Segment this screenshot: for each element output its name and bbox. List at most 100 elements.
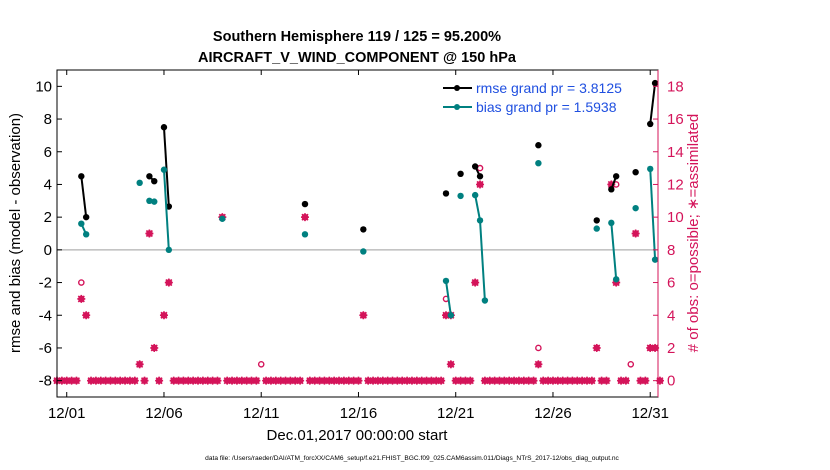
- bias-point: [160, 166, 168, 173]
- bias-point: [301, 231, 309, 238]
- x-tick-label: 12/21: [437, 405, 475, 422]
- rmse-point: [632, 168, 639, 176]
- obs-possible-marker: [627, 360, 635, 368]
- obs-assimilated-stroke: [437, 377, 445, 385]
- obs-assimilated-stroke: [641, 377, 649, 385]
- obs-assimilated-stroke: [354, 377, 363, 385]
- obs-assimilated-marker: [296, 376, 305, 385]
- obs-assimilated-marker: [77, 294, 86, 303]
- x-tick-label: 12/26: [534, 405, 572, 422]
- obs-assimilated-marker: [252, 376, 261, 385]
- y-tick-label-right: 8: [667, 242, 675, 259]
- obs-possible-marker: [78, 279, 85, 286]
- obs-assimilated-stroke: [301, 213, 309, 221]
- rmse-segment: [80, 176, 88, 218]
- obs-assimilated-stroke: [622, 377, 630, 385]
- obs-assimilated-marker: [130, 376, 139, 385]
- y-tick-label-left: -6: [39, 340, 52, 357]
- obs-assimilated-stroke: [447, 360, 455, 368]
- rmse-point: [535, 142, 542, 149]
- footer-datafile: data file: /Users/raeder/DAI/ATM_forcXX/…: [205, 455, 619, 462]
- bias-point: [165, 246, 173, 254]
- obs-assimilated-marker: [529, 376, 538, 385]
- obs-assimilated-stroke: [632, 229, 640, 238]
- obs-assimilated-stroke: [145, 229, 153, 238]
- series-layer: [78, 79, 659, 319]
- obs-assimilated-marker: [471, 278, 480, 287]
- obs-assimilated-stroke: [155, 377, 163, 385]
- bias-point: [476, 217, 484, 224]
- obs-assimilated-stroke: [213, 377, 222, 385]
- y-tick-label-left: 10: [35, 78, 52, 95]
- y-tick-label-right: 6: [667, 275, 675, 292]
- obs-assimilated-stroke: [160, 311, 168, 319]
- obs-markers-layer: [53, 164, 664, 385]
- bias-point: [219, 215, 226, 222]
- bias-point: [647, 165, 654, 173]
- x-tick-label: 12/16: [340, 405, 378, 422]
- chart-title: Southern Hemisphere 119 / 125 = 95.200%: [213, 29, 501, 45]
- obs-assimilated-stroke: [471, 278, 479, 287]
- bias-point: [593, 225, 600, 232]
- obs-assimilated-stroke: [296, 377, 304, 385]
- obs-assimilated-marker: [140, 376, 149, 385]
- x-tick-label: 12/01: [48, 405, 86, 422]
- obs-assimilated-marker: [437, 376, 446, 385]
- obs-assimilated-marker: [534, 360, 543, 369]
- bias-point: [360, 248, 367, 255]
- chart-subtitle: AIRCRAFT_V_WIND_COMPONENT @ 150 hPa: [198, 50, 517, 66]
- y-tick-label-right: 18: [667, 78, 684, 95]
- y-tick-label-right: 0: [667, 373, 675, 390]
- obs-assimilated-marker: [155, 376, 164, 385]
- obs-assimilated-stroke: [529, 377, 538, 385]
- obs-assimilated-marker: [631, 229, 640, 238]
- y-tick-label-right: 16: [667, 111, 684, 128]
- obs-assimilated-marker: [300, 213, 309, 222]
- legend-bias-label: bias grand pr = 1.5938: [476, 99, 617, 115]
- obs-assimilated-marker: [592, 343, 601, 352]
- obs-assimilated-stroke: [131, 377, 139, 385]
- bias-point: [612, 276, 620, 283]
- obs-assimilated-marker: [213, 376, 222, 385]
- x-tick-label: 12/31: [631, 405, 669, 422]
- obs-assimilated-marker: [641, 376, 650, 385]
- rmse-point: [651, 79, 659, 87]
- y-tick-label-left: -4: [39, 307, 52, 324]
- legend-bias-marker: [454, 104, 460, 110]
- obs-assimilated-marker: [72, 376, 81, 385]
- obs-assimilated-marker: [82, 311, 91, 320]
- bias-point: [471, 191, 479, 199]
- rmse-point: [471, 163, 479, 170]
- bias-point: [136, 179, 143, 187]
- obs-assimilated-marker: [135, 360, 144, 369]
- legend: rmse grand pr = 3.8125 bias grand pr = 1…: [443, 80, 622, 115]
- obs-assimilated-stroke: [252, 377, 260, 385]
- bias-point: [447, 312, 455, 319]
- obs-assimilated-stroke: [593, 344, 601, 352]
- bias-point: [146, 197, 153, 204]
- x-tick-label: 12/11: [243, 405, 279, 422]
- rmse-point: [151, 177, 158, 185]
- obs-assimilated-marker: [354, 376, 363, 385]
- obs-assimilated-stroke: [165, 278, 173, 287]
- y-tick-label-left: 6: [44, 144, 52, 161]
- rmse-point: [301, 200, 309, 208]
- obs-assimilated-marker: [164, 278, 173, 287]
- bias-point: [78, 220, 85, 227]
- obs-assimilated-stroke: [72, 377, 81, 385]
- bias-point: [151, 198, 158, 205]
- obs-possible-marker: [257, 360, 265, 368]
- bias-point: [442, 277, 450, 285]
- obs-assimilated-marker: [145, 229, 154, 238]
- y-tick-label-left: -2: [39, 275, 52, 292]
- obs-assimilated-marker: [446, 360, 455, 369]
- y-axis-label-left: rmse and bias (model - observation): [7, 113, 24, 353]
- rmse-segment: [649, 82, 657, 125]
- rmse-point: [146, 173, 153, 180]
- obs-assimilated-stroke: [588, 377, 596, 385]
- obs-assimilated-stroke: [359, 311, 367, 319]
- bias-point: [82, 231, 90, 238]
- obs-assimilated-marker: [602, 376, 611, 385]
- rmse-point: [160, 124, 168, 131]
